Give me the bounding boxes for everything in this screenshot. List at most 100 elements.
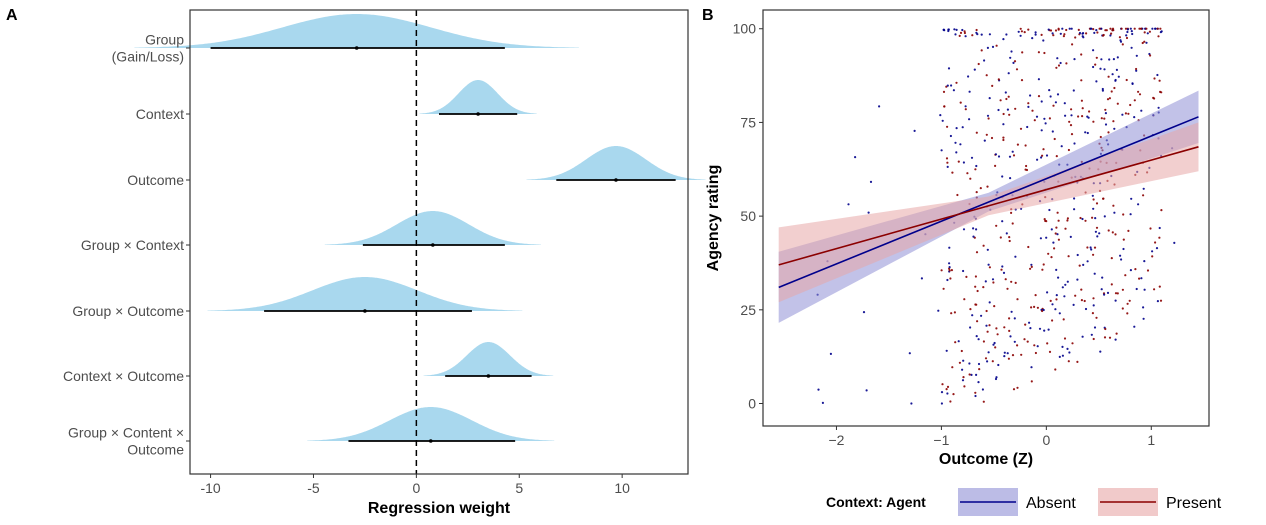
- panel-a-border: [189, 9, 689, 475]
- data-point: [1143, 31, 1146, 34]
- y-tick-label-b-2: 50: [740, 208, 756, 224]
- row-label-0: Group (Gain/Loss): [112, 32, 185, 65]
- data-point: [1051, 303, 1054, 306]
- data-point: [955, 28, 958, 31]
- data-point: [976, 289, 979, 293]
- data-point: [984, 280, 987, 283]
- data-point: [1092, 207, 1095, 210]
- data-point: [1013, 60, 1017, 63]
- data-point: [948, 266, 951, 269]
- data-point: [1110, 32, 1113, 35]
- data-point: [1121, 43, 1124, 46]
- data-point: [977, 62, 980, 66]
- data-point: [1056, 57, 1059, 60]
- data-point: [962, 359, 965, 362]
- data-point: [1079, 216, 1082, 220]
- data-point: [968, 362, 971, 365]
- data-point: [1055, 294, 1058, 297]
- data-point: [991, 278, 995, 281]
- data-point: [1002, 38, 1005, 41]
- data-point: [974, 394, 977, 398]
- data-point: [1062, 318, 1065, 321]
- data-point: [1099, 135, 1102, 139]
- data-point: [1154, 241, 1157, 244]
- data-point: [1100, 117, 1103, 120]
- estimate-point-3: [431, 243, 435, 247]
- data-point: [997, 155, 1001, 158]
- data-point: [945, 388, 948, 391]
- data-point: [969, 308, 972, 311]
- data-point: [1068, 27, 1071, 30]
- data-point: [983, 139, 986, 142]
- data-point: [1061, 354, 1064, 357]
- row-label-2: Outcome: [127, 172, 184, 188]
- data-point: [943, 105, 946, 108]
- data-point: [999, 236, 1002, 239]
- data-point: [1110, 90, 1113, 93]
- data-point: [991, 45, 995, 49]
- data-point: [1001, 220, 1004, 223]
- data-point: [1073, 58, 1076, 61]
- data-point: [986, 46, 990, 50]
- data-point: [1055, 226, 1058, 229]
- data-point: [1126, 302, 1129, 305]
- data-point: [1120, 258, 1123, 261]
- data-point: [986, 248, 989, 251]
- data-point: [955, 151, 958, 154]
- data-point: [1102, 197, 1105, 200]
- data-point: [1093, 326, 1097, 329]
- data-point: [1115, 68, 1118, 71]
- data-point: [955, 127, 958, 130]
- data-point: [1149, 54, 1152, 57]
- data-point: [1101, 87, 1104, 91]
- data-point: [1029, 267, 1032, 270]
- data-point: [1099, 350, 1102, 353]
- density-3: [324, 211, 541, 245]
- data-point: [1019, 34, 1022, 37]
- data-point: [971, 34, 974, 37]
- y-tick-label-b-1: 25: [740, 302, 756, 318]
- data-point: [942, 90, 946, 93]
- data-point: [1055, 155, 1058, 158]
- data-point: [955, 81, 958, 84]
- data-point: [1094, 217, 1097, 220]
- data-point: [1043, 117, 1046, 120]
- data-point: [1114, 338, 1117, 341]
- data-point: [817, 388, 820, 391]
- data-point: [1119, 40, 1123, 43]
- data-point: [1140, 277, 1143, 280]
- data-point: [920, 277, 924, 280]
- data-point: [1004, 278, 1007, 281]
- data-point: [1151, 250, 1154, 253]
- data-point: [1036, 158, 1039, 161]
- data-point: [1043, 329, 1046, 332]
- data-point: [1019, 127, 1023, 130]
- data-point: [1135, 287, 1138, 291]
- data-point: [1012, 154, 1016, 157]
- data-point: [1108, 58, 1111, 61]
- data-point: [1046, 342, 1049, 345]
- data-point: [953, 28, 956, 31]
- data-point: [1086, 260, 1089, 263]
- data-point: [1130, 30, 1133, 33]
- data-point: [1013, 340, 1016, 343]
- data-point: [1125, 78, 1128, 82]
- data-point: [1114, 292, 1118, 295]
- data-point: [946, 392, 949, 395]
- data-point: [999, 99, 1002, 102]
- data-point: [1026, 125, 1029, 129]
- data-point: [987, 263, 990, 266]
- data-point: [1091, 312, 1094, 315]
- data-point: [1007, 357, 1011, 360]
- data-point: [854, 156, 857, 159]
- data-point: [1092, 49, 1095, 52]
- data-point: [1096, 235, 1099, 238]
- data-point: [974, 275, 978, 278]
- data-point: [1072, 303, 1075, 306]
- estimate-point-5: [486, 374, 491, 378]
- data-point: [1114, 233, 1117, 236]
- data-point: [948, 262, 951, 265]
- data-point: [954, 141, 957, 144]
- data-point: [941, 119, 944, 122]
- data-point: [1081, 335, 1084, 338]
